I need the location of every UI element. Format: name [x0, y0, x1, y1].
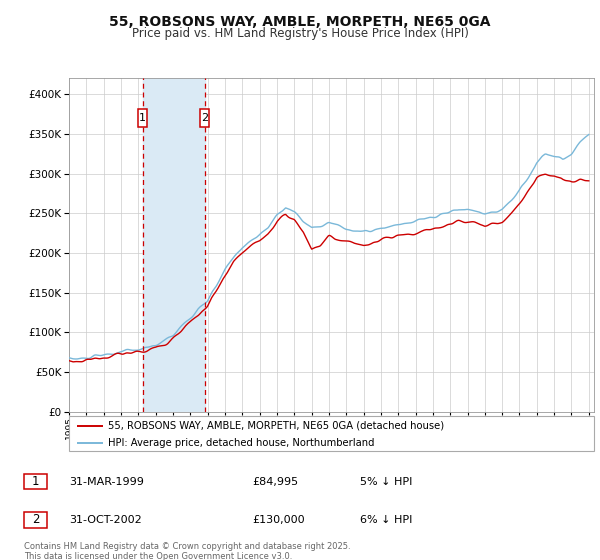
Bar — [143, 78, 205, 412]
Text: £84,995: £84,995 — [252, 477, 298, 487]
Text: HPI: Average price, detached house, Northumberland: HPI: Average price, detached house, Nort… — [109, 438, 375, 448]
Text: 5% ↓ HPI: 5% ↓ HPI — [360, 477, 412, 487]
Text: 2: 2 — [201, 113, 208, 123]
Text: 6% ↓ HPI: 6% ↓ HPI — [360, 515, 412, 525]
Text: Price paid vs. HM Land Registry's House Price Index (HPI): Price paid vs. HM Land Registry's House … — [131, 27, 469, 40]
Text: 2: 2 — [32, 513, 39, 526]
Text: 1: 1 — [139, 113, 146, 123]
Text: Contains HM Land Registry data © Crown copyright and database right 2025.
This d: Contains HM Land Registry data © Crown c… — [24, 542, 350, 560]
Text: 31-MAR-1999: 31-MAR-1999 — [69, 477, 144, 487]
Text: 55, ROBSONS WAY, AMBLE, MORPETH, NE65 0GA: 55, ROBSONS WAY, AMBLE, MORPETH, NE65 0G… — [109, 15, 491, 29]
Text: £130,000: £130,000 — [252, 515, 305, 525]
FancyBboxPatch shape — [200, 109, 209, 127]
Text: 1: 1 — [32, 475, 39, 488]
FancyBboxPatch shape — [69, 416, 594, 451]
Text: 31-OCT-2002: 31-OCT-2002 — [69, 515, 142, 525]
Text: 55, ROBSONS WAY, AMBLE, MORPETH, NE65 0GA (detached house): 55, ROBSONS WAY, AMBLE, MORPETH, NE65 0G… — [109, 421, 445, 431]
FancyBboxPatch shape — [138, 109, 148, 127]
